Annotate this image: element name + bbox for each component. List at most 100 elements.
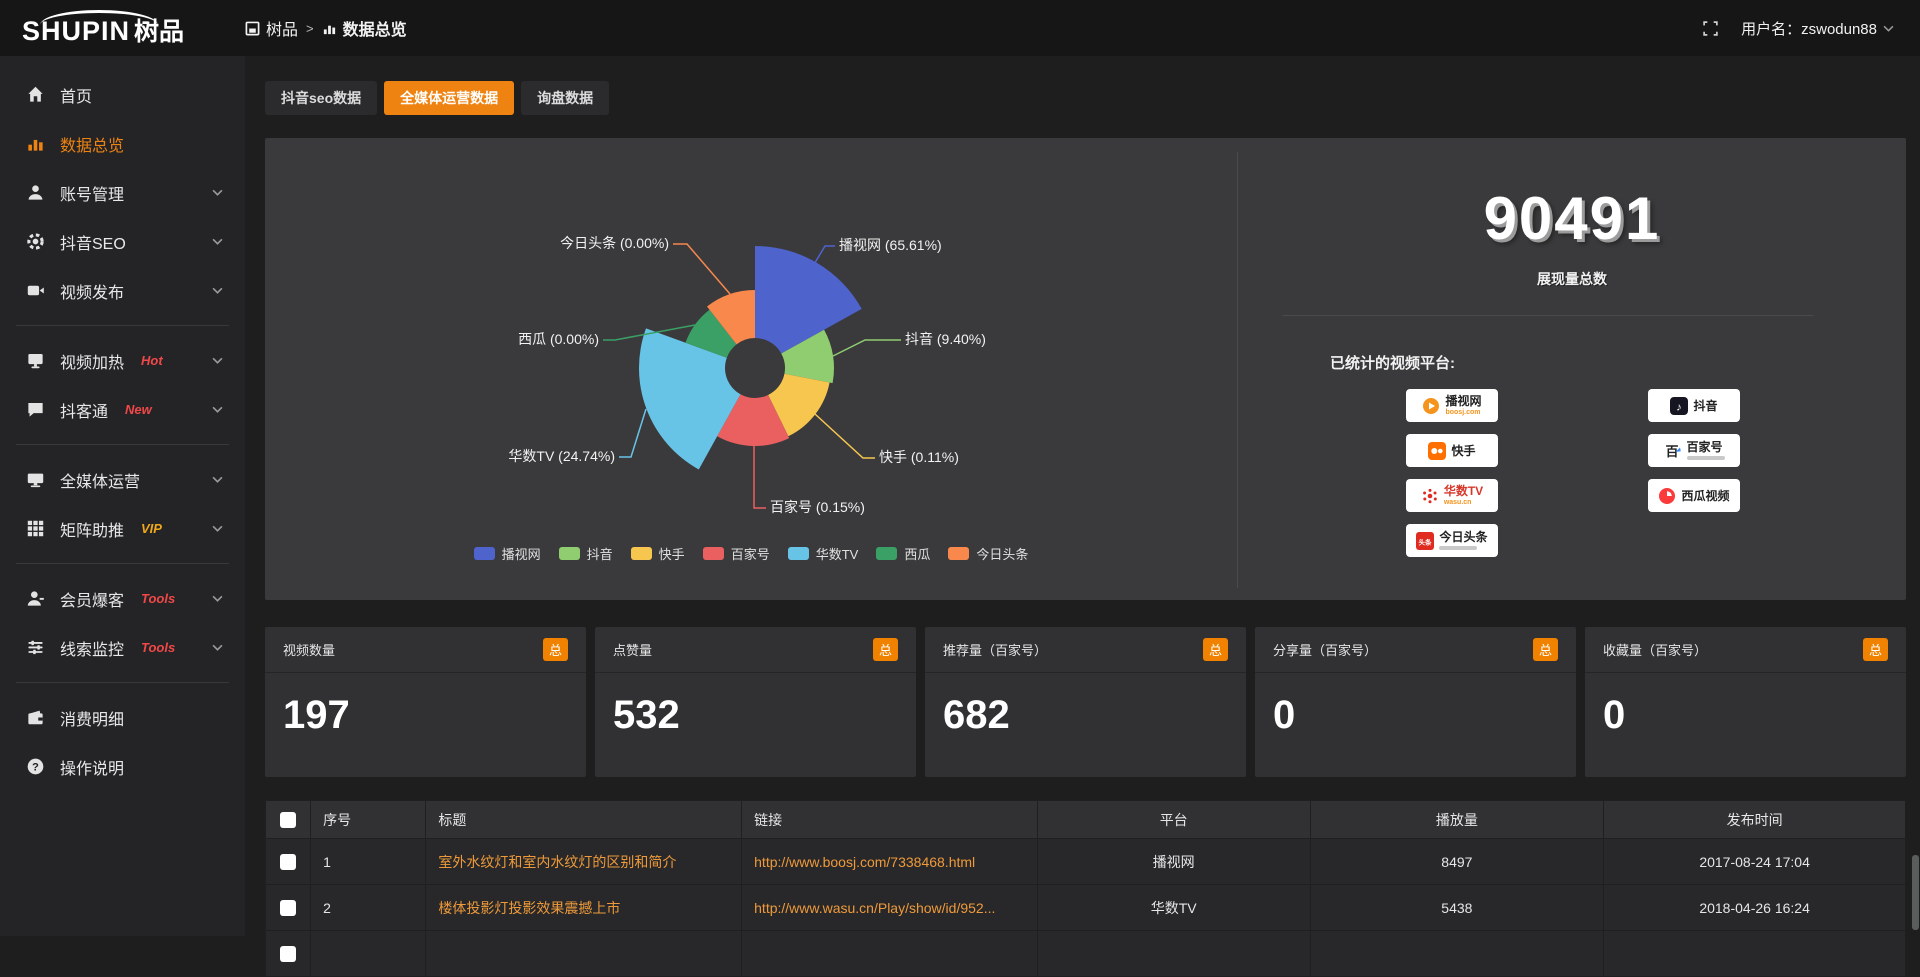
total-badge: 总 <box>1533 638 1558 661</box>
sidebar-divider <box>16 444 229 445</box>
legend-label: 西瓜 <box>904 544 930 563</box>
cell-platform: 华数TV <box>1037 885 1310 931</box>
cell-views: 8497 <box>1310 839 1604 885</box>
pie-label-百家号: 百家号 (0.15%) <box>770 499 865 515</box>
video-icon <box>26 281 45 300</box>
column-header-标题: 标题 <box>426 801 742 839</box>
sidebar-item-首页[interactable]: 首页 <box>0 70 245 119</box>
cell-link[interactable]: http://www.boosj.com/7338468.html <box>742 839 1038 885</box>
scrollbar-thumb[interactable] <box>1912 855 1919 930</box>
chevron-down-icon <box>212 287 223 294</box>
user-menu[interactable]: 用户名：zswodun88 <box>1741 18 1894 39</box>
question-icon: ? <box>26 757 45 776</box>
column-header-播放量: 播放量 <box>1310 801 1604 839</box>
sidebar-item-label: 操作说明 <box>60 755 124 779</box>
pie-slice-播视网[interactable] <box>755 246 862 353</box>
sidebar-item-badge: Hot <box>141 353 163 368</box>
row-checkbox[interactable] <box>280 900 296 916</box>
pie-label-今日头条: 今日头条 (0.00%) <box>560 235 669 251</box>
member-icon <box>26 589 45 608</box>
legend-item-西瓜[interactable]: 西瓜 <box>876 544 930 563</box>
cell-title[interactable]: 室外水纹灯和室内水纹灯的区别和简介 <box>426 839 742 885</box>
sidebar-item-label: 抖音SEO <box>60 230 126 254</box>
legend-item-播视网[interactable]: 播视网 <box>474 544 541 563</box>
fullscreen-icon[interactable] <box>1702 20 1719 37</box>
legend-item-抖音[interactable]: 抖音 <box>559 544 613 563</box>
legend-item-今日头条[interactable]: 今日头条 <box>948 544 1028 563</box>
sidebar-item-操作说明[interactable]: ? 操作说明 <box>0 742 245 791</box>
stat-card-value: 0 <box>1585 673 1906 738</box>
stat-card-label: 收藏量（百家号） <box>1603 640 1707 659</box>
total-badge: 总 <box>1863 638 1888 661</box>
sidebar-item-视频加热[interactable]: 视频加热 Hot <box>0 336 245 385</box>
sidebar-group: 消费明细? 操作说明 <box>0 693 245 791</box>
legend-swatch <box>703 547 724 560</box>
table-header-row: 序号标题链接平台播放量发布时间 <box>266 801 1906 839</box>
chevron-down-icon <box>1883 25 1894 32</box>
sidebar-item-label: 视频加热 <box>60 349 124 373</box>
legend-item-百家号[interactable]: 百家号 <box>703 544 770 563</box>
sidebar-item-账号管理[interactable]: 账号管理 <box>0 168 245 217</box>
row-checkbox[interactable] <box>280 946 296 962</box>
tab-抖音seo数据[interactable]: 抖音seo数据 <box>265 81 377 115</box>
svg-text:?: ? <box>32 761 39 773</box>
cell-title[interactable]: 楼体投影灯投影效果震撼上市 <box>426 885 742 931</box>
display-icon <box>26 470 45 489</box>
cell-views: 5438 <box>1310 885 1604 931</box>
platform-name: 播视网 <box>1445 395 1481 407</box>
sidebar-item-视频发布[interactable]: 视频发布 <box>0 266 245 315</box>
sidebar-item-badge: Tools <box>141 591 175 606</box>
impressions-total-label: 展现量总数 <box>1238 269 1906 289</box>
legend-item-华数TV[interactable]: 华数TV <box>788 544 859 563</box>
sidebar-item-badge: New <box>125 402 152 417</box>
sliders-icon <box>26 638 45 657</box>
legend-label: 快手 <box>659 544 685 563</box>
sidebar-item-label: 线索监控 <box>60 636 124 660</box>
total-badge: 总 <box>543 638 568 661</box>
platform-name: 西瓜视频 <box>1681 490 1729 502</box>
platform-share-chart: 播视网 (65.61%)抖音 (9.40%)快手 (0.11%)百家号 (0.1… <box>265 138 1237 600</box>
tab-询盘数据[interactable]: 询盘数据 <box>521 81 609 115</box>
pie-label-华数TV: 华数TV (24.74%) <box>508 448 615 464</box>
legend-label: 百家号 <box>731 544 770 563</box>
row-checkbox[interactable] <box>280 854 296 870</box>
sidebar-item-数据总览[interactable]: 数据总览 <box>0 119 245 168</box>
row-checkbox[interactable] <box>280 812 296 828</box>
douyin-logo-icon: ♪ <box>1670 397 1688 415</box>
stat-card-label: 点赞量 <box>613 640 652 659</box>
cell-link[interactable]: http://www.wasu.cn/Play/show/id/952... <box>742 885 1038 931</box>
bars-icon <box>26 134 45 153</box>
tab-全媒体运营数据[interactable]: 全媒体运营数据 <box>384 81 514 115</box>
stat-card-value: 682 <box>925 673 1246 738</box>
breadcrumb-current[interactable]: 数据总览 <box>322 16 407 40</box>
breadcrumb-home[interactable]: 树品 <box>245 16 298 40</box>
impressions-total: 90491 <box>1238 184 1906 253</box>
sidebar-divider <box>16 563 229 564</box>
kuaishou-logo-icon <box>1428 442 1446 460</box>
xigua-logo-icon <box>1658 487 1676 505</box>
sidebar-divider <box>16 325 229 326</box>
sidebar-item-全媒体运营[interactable]: 全媒体运营 <box>0 455 245 504</box>
top-header: SHUPIN 树品 树品 > 数据总览 用户名：zswodun88 <box>0 0 1920 56</box>
gear-icon <box>26 232 45 251</box>
sidebar-item-消费明细[interactable]: 消费明细 <box>0 693 245 742</box>
toutiao-logo-icon: 头条 <box>1416 532 1434 550</box>
legend-item-快手[interactable]: 快手 <box>631 544 685 563</box>
breadcrumb-separator: > <box>306 21 314 36</box>
app-logo: SHUPIN 树品 <box>0 8 245 48</box>
cell-index: 1 <box>311 839 426 885</box>
cell-time: 2017-08-24 17:04 <box>1604 839 1906 885</box>
divider <box>1283 315 1813 316</box>
sidebar-item-抖音SEO[interactable]: 抖音SEO <box>0 217 245 266</box>
legend-swatch <box>788 547 809 560</box>
